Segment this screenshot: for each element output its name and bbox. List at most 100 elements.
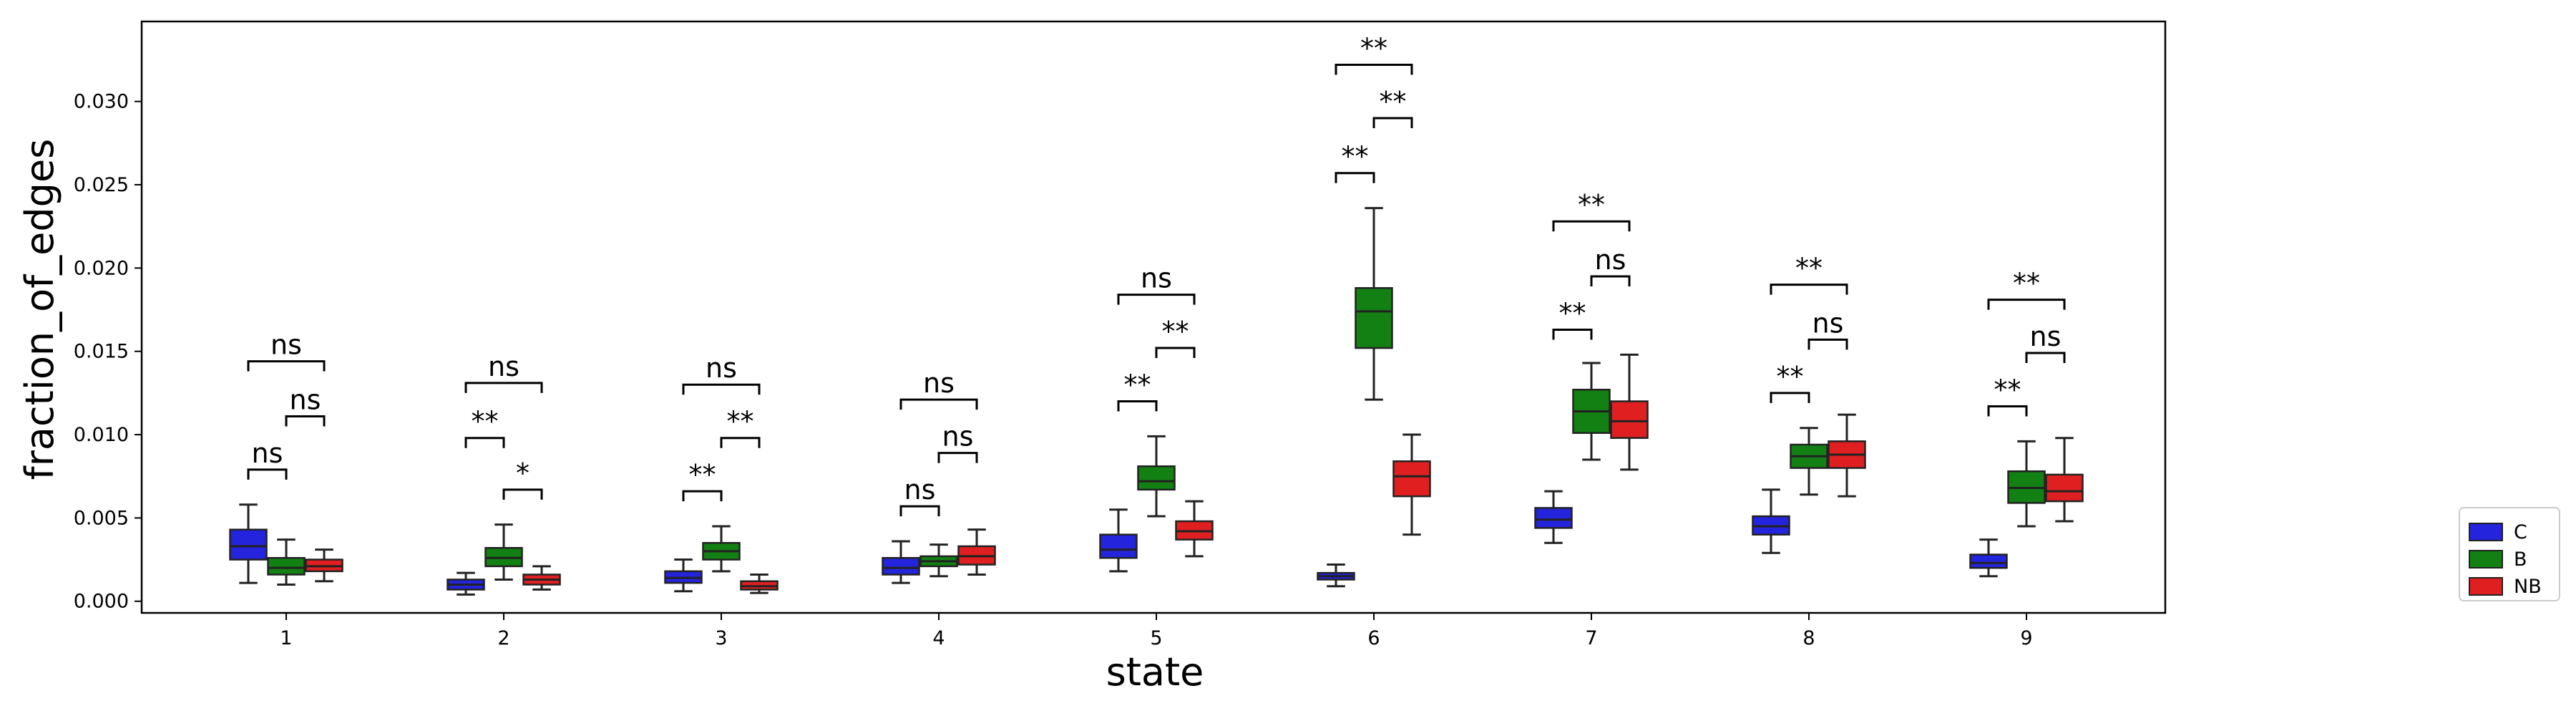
significance-label: ** [1360, 32, 1387, 64]
significance-bracket: ** [1552, 297, 1593, 340]
significance-bracket: ns [247, 329, 326, 372]
significance-bracket: ** [1372, 86, 1413, 128]
box-NB-state-4 [957, 528, 996, 576]
box-B-state-2 [484, 523, 523, 581]
significance-label: ns [290, 384, 321, 415]
significance-bracket: ns [464, 351, 543, 393]
y-axis-title: fraction_of_edges [17, 139, 62, 480]
bracket-line [720, 437, 761, 448]
significance-label: ns [1595, 244, 1626, 276]
legend-label-C: C [2514, 521, 2527, 543]
box-B-state-7 [1572, 362, 1611, 461]
significance-bracket: ns [1117, 263, 1196, 305]
x-tick-label: 3 [715, 627, 727, 649]
significance-bracket: ns [285, 384, 326, 427]
significance-bracket: ** [1117, 369, 1158, 412]
box-B-state-3 [702, 525, 741, 573]
box-C-state-6 [1317, 563, 1355, 588]
bracket-line [247, 468, 288, 480]
legend-label-B: B [2514, 548, 2527, 571]
significance-bracket: ns [899, 367, 978, 410]
significance-bracket: * [502, 458, 543, 500]
box-body [1137, 465, 1176, 491]
x-tick-label: 8 [1802, 627, 1815, 649]
significance-bracket: ** [720, 406, 761, 448]
bracket-line [1770, 392, 1810, 403]
bracket-line [2025, 352, 2066, 364]
box-C-state-9 [1969, 538, 2008, 578]
box-body [1355, 287, 1393, 349]
bracket-line [899, 505, 940, 517]
box-NB-state-3 [740, 573, 779, 594]
bracket-line [1335, 63, 1413, 75]
significance-bracket: ** [1770, 361, 1810, 403]
y-tick-label: 0.010 [74, 424, 129, 446]
significance-label: ** [1380, 86, 1407, 117]
significance-label: ** [1777, 361, 1804, 392]
box-body [1099, 533, 1138, 559]
bracket-line [1807, 338, 1848, 350]
box-body [2045, 473, 2084, 503]
box-NB-state-2 [522, 565, 561, 591]
box-C-state-3 [664, 558, 703, 593]
bracket-line [1117, 400, 1158, 412]
significance-label: ** [689, 459, 716, 490]
x-tick-label: 1 [280, 627, 292, 649]
significance-label: ** [1795, 253, 1823, 284]
bracket-line [1590, 275, 1631, 286]
bracket-line [1987, 299, 2066, 310]
significance-label: ns [270, 329, 302, 361]
box-body [1969, 553, 2008, 569]
significance-label: ** [1559, 297, 1586, 329]
box-B-state-9 [2007, 440, 2046, 528]
box-C-state-4 [882, 540, 920, 584]
legend-swatch-NB [2469, 577, 2503, 596]
bracket-line [937, 452, 978, 463]
bracket-line [502, 488, 543, 500]
bracket-line [1770, 284, 1848, 295]
legend-swatch-B [2469, 550, 2503, 569]
plot-frame [140, 20, 2167, 614]
significance-bracket: ns [2025, 321, 2066, 364]
y-tick-label: 0.025 [74, 174, 129, 196]
bracket-line [464, 382, 543, 393]
significance-bracket: ** [464, 406, 505, 448]
significance-bracket: ** [1552, 189, 1631, 232]
significance-label: * [516, 458, 530, 489]
significance-bracket: ** [1335, 141, 1375, 183]
x-axis-title: state [1106, 649, 1204, 695]
y-tick-label: 0.030 [74, 91, 129, 113]
significance-label: ** [1162, 316, 1189, 347]
significance-bracket: ** [1770, 253, 1848, 295]
box-NB-state-8 [1828, 413, 1866, 498]
box-NB-state-7 [1610, 353, 1649, 471]
box-C-state-7 [1534, 490, 1573, 544]
bracket-line [1552, 220, 1631, 232]
box-NB-state-5 [1175, 500, 1214, 558]
bracket-line [464, 437, 505, 448]
box-B-state-4 [919, 543, 958, 578]
significance-bracket: ns [682, 352, 761, 395]
box-body [267, 556, 306, 576]
y-axis: 0.000 0.005 0.010 0.015 0.020 0.025 0.030 [74, 91, 142, 613]
x-tick-label: 6 [1367, 627, 1380, 649]
significance-label: ns [942, 421, 974, 453]
significance-bracket: ns [937, 421, 978, 463]
box-B-state-6 [1355, 207, 1393, 401]
significance-label: ** [1994, 374, 2021, 405]
bracket-line [682, 490, 723, 502]
significance-label: ** [2013, 268, 2040, 299]
box-NB-state-1 [305, 548, 343, 583]
significance-bracket: ** [1335, 32, 1413, 75]
significance-label: ** [727, 406, 754, 437]
bracket-line [899, 398, 978, 410]
box-NB-state-6 [1392, 433, 1431, 536]
legend-label-NB: NB [2514, 576, 2542, 598]
box-body [1392, 460, 1431, 498]
box-B-state-1 [267, 538, 306, 586]
x-tick-label: 2 [497, 627, 509, 649]
bracket-line [682, 383, 761, 395]
bracket-line [247, 360, 326, 372]
